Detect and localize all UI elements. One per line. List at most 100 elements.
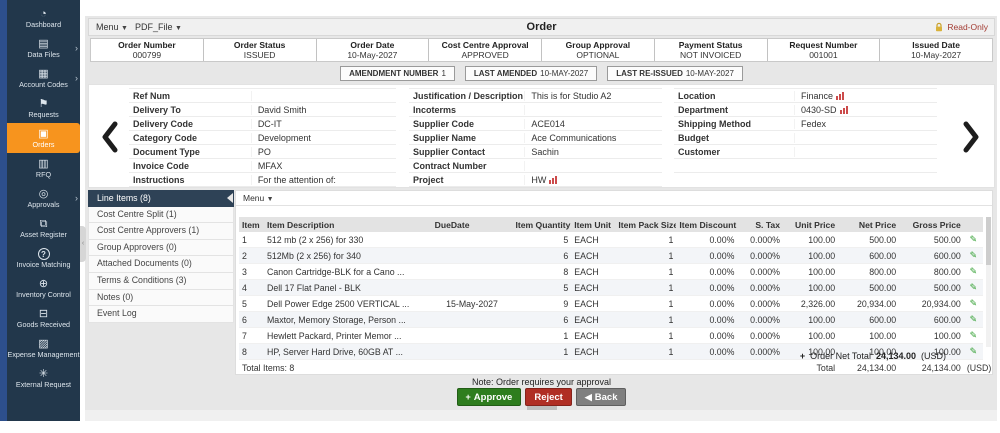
table-vertical-scrollbar[interactable] xyxy=(986,217,991,347)
horizontal-scrollbar-thumb[interactable] xyxy=(527,406,557,410)
header-field-issued-date: Issued Date 10-May-2027 xyxy=(880,39,992,61)
tab-terms-conditions-3-[interactable]: Terms & Conditions (3) xyxy=(88,272,234,290)
edit-row-icon[interactable]: ✎ xyxy=(969,330,978,340)
header-field-value: APPROVED xyxy=(461,50,509,60)
chart-icon[interactable] xyxy=(836,91,845,100)
details-column-3: Location Finance Department 0430-SD Ship… xyxy=(674,88,937,173)
tab-cost-centre-approvers-1-[interactable]: Cost Centre Approvers (1) xyxy=(88,223,234,240)
sidebar-item-data-files[interactable]: ▤ Data Files › xyxy=(7,33,80,63)
column-header-item-pack-size[interactable]: Item Pack Size xyxy=(615,217,677,232)
column-header-item-quantity[interactable]: Item Quantity xyxy=(512,217,572,232)
action-buttons: + Approve Reject ◀ Back xyxy=(88,388,995,406)
sidebar-item-label: Orders xyxy=(32,139,55,149)
detail-row-incoterms: Incoterms xyxy=(409,103,662,117)
detail-row-blank xyxy=(674,159,937,173)
tab-attached-documents-0-[interactable]: Attached Documents (0) xyxy=(88,256,234,273)
total-gross-price: 24,134.00 xyxy=(899,359,964,376)
column-header-gross-price[interactable]: Gross Price xyxy=(899,217,964,232)
column-header-s-tax[interactable]: S. Tax xyxy=(737,217,783,232)
edit-row-icon[interactable]: ✎ xyxy=(969,250,978,260)
detail-row-supplier-name: Supplier Name Ace Communications xyxy=(409,131,662,145)
column-header-item-description[interactable]: Item Description xyxy=(263,217,432,232)
menu-dropdown[interactable]: Menu ▼ xyxy=(96,22,128,32)
chart-icon[interactable] xyxy=(839,105,849,114)
sidebar-item-asset-register[interactable]: ⧉ Asset Register › xyxy=(7,213,80,243)
content-footer-strip xyxy=(85,410,997,421)
line-items-table: Item Item Description DueDate Item Quantity… xyxy=(239,217,991,376)
expand-net-total-icon[interactable]: + xyxy=(799,351,806,361)
detail-row-delivery-to: Delivery To David Smith xyxy=(129,103,396,117)
detail-row-contract-number: Contract Number xyxy=(409,159,662,173)
goods-received-icon: ⊟ xyxy=(38,307,49,320)
tab-cost-centre-split-1-[interactable]: Cost Centre Split (1) xyxy=(88,206,234,224)
edit-row-icon[interactable]: ✎ xyxy=(969,266,978,276)
detail-field-label: Delivery Code xyxy=(129,118,252,129)
approve-button[interactable]: + Approve xyxy=(456,388,522,406)
detail-row-delivery-code: Delivery Code DC-IT xyxy=(129,117,396,131)
edit-row-icon[interactable]: ✎ xyxy=(969,314,978,324)
detail-field-label: Incoterms xyxy=(409,104,526,115)
amendment-value: 10-MAY-2027 xyxy=(685,69,734,78)
sidebar-item-orders[interactable]: ▣ Orders › xyxy=(7,123,80,153)
column-header-edit xyxy=(963,217,983,232)
header-field-order-date: Order Date 10-May-2027 xyxy=(317,39,430,61)
column-header-item[interactable]: Item xyxy=(239,217,264,232)
detail-field-value: DC-IT xyxy=(257,118,282,129)
order-toolbar: Menu ▼ PDF_File ▼ Order Read-Only xyxy=(88,18,995,36)
tab-event-log[interactable]: Event Log xyxy=(88,306,234,323)
sidebar-accent-strip xyxy=(0,0,7,421)
sidebar-item-dashboard[interactable]: ◔ Dashboard › xyxy=(7,3,80,33)
sidebar-item-label: Asset Register xyxy=(20,229,67,239)
header-field-value: 10-May-2027 xyxy=(911,50,962,60)
detail-field-label: Department xyxy=(674,104,795,115)
sidebar-item-requests[interactable]: ⚑ Requests › xyxy=(7,93,80,123)
scrollbar-thumb[interactable] xyxy=(986,217,991,265)
edit-row-icon[interactable]: ✎ xyxy=(969,234,978,244)
previous-order-arrow[interactable] xyxy=(99,121,121,153)
column-header-item-discount[interactable]: Item Discount xyxy=(676,217,738,232)
edit-row-icon[interactable]: ✎ xyxy=(969,282,978,292)
invoice-matching-icon: ? xyxy=(37,247,50,260)
line-items-menu-dropdown[interactable]: Menu ▼ xyxy=(243,193,274,203)
tab-notes-0-[interactable]: Notes (0) xyxy=(88,289,234,307)
detail-field-label: Justification / Description xyxy=(409,90,526,101)
sidebar: ◔ Dashboard › ▤ Data Files › ▦ Account C… xyxy=(0,0,80,421)
next-order-arrow[interactable] xyxy=(960,121,982,153)
column-header-duedate[interactable]: DueDate xyxy=(431,217,513,232)
pdf-file-dropdown[interactable]: PDF_File ▼ xyxy=(134,22,182,32)
reject-button[interactable]: Reject xyxy=(525,388,572,406)
line-item-row: 8 HP, Server Hard Drive, 60GB AT ... 1 EACH… xyxy=(239,343,983,360)
header-field-value: ISSUED xyxy=(243,50,276,60)
sidebar-item-goods-received[interactable]: ⊟ Goods Received › xyxy=(7,303,80,333)
detail-field-value: HW xyxy=(525,175,662,185)
sidebar-item-inventory-control[interactable]: ⊕ Inventory Control › xyxy=(7,273,80,303)
sidebar-item-invoice-matching[interactable]: ? Invoice Matching › xyxy=(7,243,80,273)
edit-row-icon[interactable]: ✎ xyxy=(969,298,978,308)
sidebar-collapse-handle[interactable]: ‹ xyxy=(80,226,86,262)
header-field-order-number: Order Number 000799 xyxy=(91,39,204,61)
chart-icon[interactable] xyxy=(549,175,558,184)
tab-group-approvers-0-[interactable]: Group Approvers (0) xyxy=(88,239,234,257)
header-field-label: Order Date xyxy=(350,40,395,50)
detail-field-value: MFAX xyxy=(257,160,283,171)
column-header-item-unit[interactable]: Item Unit xyxy=(571,217,616,232)
sidebar-item-account-codes[interactable]: ▦ Account Codes › xyxy=(7,63,80,93)
sidebar-item-expense-management[interactable]: ▨ Expense Management › xyxy=(7,333,80,363)
edit-row-icon[interactable]: ✎ xyxy=(969,346,978,356)
sidebar-item-approvals[interactable]: ◎ Approvals › xyxy=(7,183,80,213)
tab-line-items-8-[interactable]: Line Items (8) xyxy=(88,190,234,207)
detail-row-document-type: Document Type PO xyxy=(129,145,396,159)
column-header-unit-price[interactable]: Unit Price xyxy=(783,217,839,232)
line-item-row: 2 512Mb (2 x 256) for 340 6 EACH 1 0.00% 0.000… xyxy=(239,247,983,264)
column-header-net-price[interactable]: Net Price xyxy=(838,217,900,232)
sidebar-item-label: External Request xyxy=(15,379,72,389)
detail-field-value: This is for Studio A2 xyxy=(531,90,612,101)
detail-field-label: Customer xyxy=(674,146,795,157)
detail-field-label: Project xyxy=(409,174,526,185)
back-button[interactable]: ◀ Back xyxy=(575,388,627,406)
sidebar-item-label: Account Codes xyxy=(19,79,68,89)
sidebar-item-external-request[interactable]: ✳ External Request › xyxy=(7,363,80,393)
sidebar-item-rfq[interactable]: ▥ RFQ › xyxy=(7,153,80,183)
dashboard-icon: ◔ xyxy=(40,7,47,20)
